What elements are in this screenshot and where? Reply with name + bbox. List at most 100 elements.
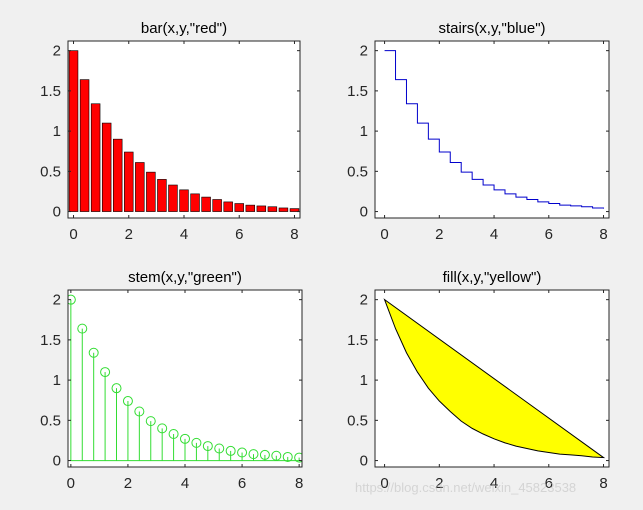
y-tick-label: 0: [360, 204, 368, 221]
y-tick-label: 1.5: [347, 83, 368, 100]
x-tick-label: 4: [490, 226, 498, 243]
y-tick-label: 1: [53, 123, 61, 140]
stem-marker: [111, 383, 122, 394]
x-tick-label: 0: [67, 475, 75, 492]
watermark: https://blog.csdn.net/weixin_45823538: [355, 480, 577, 495]
x-tick-label: 4: [181, 475, 189, 492]
x-tick-label: 6: [235, 226, 243, 243]
subplot-3: 0 2 4 6 8 0 0.5 1 1.5 2 stem(x,y,"green"): [40, 269, 303, 492]
y-tick-label: 0.5: [40, 412, 61, 429]
stem-marker: [191, 437, 202, 448]
stem-marker: [282, 451, 293, 462]
y-tick-label: 0.5: [347, 412, 368, 429]
bar: [90, 103, 101, 212]
axes-background: [68, 290, 302, 467]
stem-marker: [168, 429, 179, 440]
bar: [234, 203, 244, 212]
bar: [101, 122, 112, 212]
y-tick-label: 0: [53, 453, 61, 470]
bar: [256, 205, 267, 212]
y-tick-label: 1.5: [40, 83, 61, 100]
axes-box: [374, 40, 610, 219]
chart-title: stem(x,y,"green"): [128, 269, 242, 286]
bar: [146, 171, 156, 212]
x-tick-label: 8: [599, 226, 607, 243]
bar: [135, 162, 145, 212]
y-tick-label: 0.5: [347, 163, 368, 180]
x-tick-label: 6: [545, 226, 553, 243]
stem-marker: [68, 294, 76, 305]
stairs-line: [384, 50, 605, 209]
bar: [190, 193, 200, 212]
bar: [179, 189, 189, 212]
x-tick-label: 6: [238, 475, 246, 492]
plot-area: [68, 294, 302, 463]
bar: [168, 184, 178, 212]
stem-marker: [157, 423, 168, 434]
x-tick-label: 2: [124, 475, 132, 492]
stem-marker: [77, 323, 88, 334]
stem-marker: [271, 450, 282, 461]
x-tick-label: 0: [69, 226, 77, 243]
stem-marker: [100, 367, 111, 378]
x-tick-label: 8: [599, 475, 607, 492]
bar: [157, 179, 167, 212]
x-tick-label: 4: [180, 226, 188, 243]
y-tick-label: 1: [360, 372, 368, 389]
axes-box: [374, 289, 610, 468]
x-tick-label: 2: [435, 226, 443, 243]
chart-title: fill(x,y,"yellow"): [443, 269, 542, 286]
stem-marker: [145, 416, 156, 427]
y-tick-label: 0.5: [40, 163, 61, 180]
x-tick-label: 0: [380, 226, 388, 243]
stem-marker: [134, 406, 145, 417]
bar: [112, 138, 123, 212]
plot-area: [383, 298, 606, 459]
plot-area: [68, 50, 300, 212]
chart-title: bar(x,y,"red"): [141, 20, 227, 37]
x-tick-label: 2: [435, 475, 443, 492]
y-tick-label: 1: [53, 372, 61, 389]
y-tick-label: 2: [360, 43, 368, 60]
subplot-4: 0 2 4 6 8 0 0.5 1 1.5 2 fill(x,y,"yellow"): [347, 269, 610, 492]
y-tick-label: 2: [360, 292, 368, 309]
bar: [223, 201, 233, 212]
bar: [201, 196, 211, 212]
stem-marker: [237, 447, 248, 458]
y-tick-label: 1.5: [40, 332, 61, 349]
x-tick-label: 2: [125, 226, 133, 243]
stem-marker: [294, 452, 302, 463]
y-tick-label: 1.5: [347, 332, 368, 349]
stem-marker: [225, 445, 236, 456]
stem-marker: [180, 433, 190, 444]
x-tick-label: 0: [380, 475, 388, 492]
bar: [289, 208, 300, 212]
x-tick-label: 4: [490, 475, 498, 492]
stem-marker: [202, 441, 213, 452]
bar: [245, 204, 256, 212]
axes-background: [375, 41, 609, 218]
y-tick-label: 2: [53, 292, 61, 309]
x-tick-label: 6: [545, 475, 553, 492]
bar: [124, 151, 134, 212]
stem-marker: [214, 443, 225, 454]
bar: [267, 206, 278, 212]
bar: [278, 207, 289, 212]
bar: [79, 79, 90, 212]
x-tick-label: 8: [295, 475, 303, 492]
fill-polygon: [383, 298, 606, 459]
bar: [212, 199, 222, 212]
chart-title: stairs(x,y,"blue"): [438, 20, 545, 37]
y-tick-label: 0: [360, 453, 368, 470]
y-tick-label: 1: [360, 123, 368, 140]
stem-marker: [259, 449, 270, 460]
stem-marker: [122, 396, 133, 407]
subplot-2: 0 2 4 6 8 0 0.5 1 1.5 2 stairs(x,y,"blue"): [347, 20, 610, 243]
stem-marker: [88, 347, 99, 358]
subplot-1: 0 2 4 6 8 0 0.5 1 1.5 2 bar(x,y,"red"): [40, 20, 301, 243]
stem-marker: [248, 449, 259, 460]
plot-area: [384, 50, 605, 209]
y-tick-label: 0: [53, 204, 61, 221]
y-tick-label: 2: [53, 43, 61, 60]
